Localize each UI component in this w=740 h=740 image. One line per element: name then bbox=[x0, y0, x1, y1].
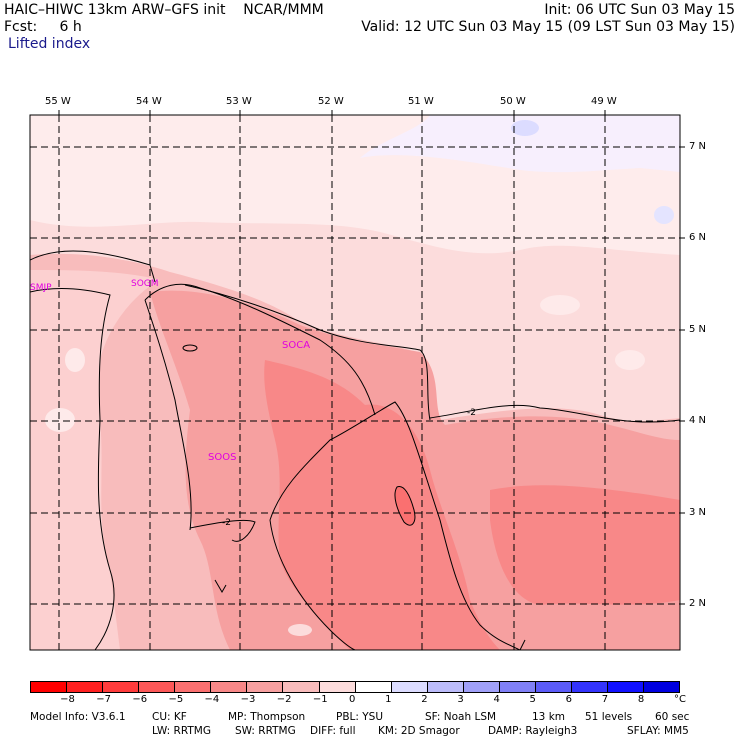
colorbar-tick-label: −4 bbox=[204, 694, 220, 705]
lon-label-55w: 55 W bbox=[45, 96, 71, 107]
station-soca: SOCA bbox=[282, 340, 311, 351]
colorbar-tick-label: 3 bbox=[457, 694, 464, 705]
colorbar-swatch bbox=[462, 682, 499, 692]
colorbar-swatch bbox=[282, 682, 319, 692]
colorbar-tick-label: −2 bbox=[276, 694, 292, 705]
contour-label: -2 bbox=[467, 408, 476, 418]
footer-sflay: SFLAY: MM5 bbox=[627, 725, 689, 737]
colorbar-tick-label: −1 bbox=[312, 694, 328, 705]
lon-label-53w: 53 W bbox=[226, 96, 252, 107]
colorbar-swatch bbox=[643, 682, 680, 692]
footer-mp: MP: Thompson bbox=[228, 711, 306, 723]
station-smjp: SMJP bbox=[30, 283, 52, 293]
colorbar-tick-label: −5 bbox=[168, 694, 184, 705]
colorbar-swatch bbox=[138, 682, 175, 692]
lon-label-52w: 52 W bbox=[318, 96, 344, 107]
colorbar-swatch bbox=[174, 682, 211, 692]
contour-label: -2 bbox=[222, 518, 231, 528]
colorbar-swatch bbox=[534, 682, 571, 692]
colorbar-tick-label: −6 bbox=[132, 694, 148, 705]
footer-levels: 51 levels bbox=[585, 711, 633, 723]
colorbar-swatch bbox=[102, 682, 139, 692]
footer-sf: SF: Noah LSM bbox=[425, 711, 497, 723]
valid-time: Valid: 12 UTC Sun 03 May 15 (09 LST Sun … bbox=[361, 19, 735, 35]
lat-label-2n: 2 N bbox=[689, 598, 707, 609]
colorbar-swatch bbox=[210, 682, 247, 692]
footer-diff: DIFF: full bbox=[310, 725, 356, 737]
colorbar-swatch bbox=[570, 682, 607, 692]
forecast-hour: Fcst: 6 h bbox=[4, 19, 82, 35]
lat-label-3n: 3 N bbox=[689, 507, 707, 518]
init-time: Init: 06 UTC Sun 03 May 15 bbox=[544, 2, 735, 18]
colorbar-tick-label: −8 bbox=[60, 694, 75, 705]
colorbar-tick-label: 1 bbox=[385, 694, 392, 705]
colorbar-swatch bbox=[426, 682, 463, 692]
lat-label-4n: 4 N bbox=[689, 415, 707, 426]
model-title: HAIC–HIWC 13km ARW–GFS init NCAR/MMM bbox=[4, 2, 324, 18]
lon-label-49w: 49 W bbox=[591, 96, 617, 107]
lon-label-51w: 51 W bbox=[408, 96, 434, 107]
colorbar-tick-label: 0 bbox=[349, 694, 356, 705]
colorbar-ticks: −8 −7 −6 −5 −4 −3 −2 −1 0 1 2 3 4 5 6 7 8 bbox=[0, 695, 740, 709]
colorbar-tick-label: 7 bbox=[601, 694, 609, 705]
colorbar-tick-label: 5 bbox=[529, 694, 536, 705]
lat-label-7n: 7 N bbox=[689, 141, 707, 152]
footer-timestep: 60 sec bbox=[655, 711, 690, 723]
station-sogm: SOGM bbox=[131, 279, 159, 289]
lon-label-50w: 50 W bbox=[500, 96, 526, 107]
colorbar-swatch bbox=[607, 682, 644, 692]
colorbar-swatch bbox=[390, 682, 427, 692]
colorbar bbox=[30, 681, 680, 693]
lon-label-54w: 54 W bbox=[136, 96, 162, 107]
colorbar-tick-label: 2 bbox=[421, 694, 428, 705]
field-name: Lifted index bbox=[8, 36, 91, 52]
footer-km: KM: 2D Smagor bbox=[378, 725, 460, 737]
colorbar-tick-label: −7 bbox=[96, 694, 111, 705]
footer-model-info: Model Info: V3.6.1 bbox=[30, 711, 126, 723]
graticule bbox=[30, 115, 680, 650]
colorbar-swatch bbox=[246, 682, 283, 692]
colorbar-tick-label: −3 bbox=[240, 694, 256, 705]
footer-res: 13 km bbox=[532, 711, 566, 723]
colorbar-swatch bbox=[31, 682, 67, 692]
footer-damp: DAMP: Rayleigh3 bbox=[488, 725, 578, 737]
colorbar-swatch bbox=[498, 682, 535, 692]
footer-cu: CU: KF bbox=[152, 711, 187, 723]
lat-label-5n: 5 N bbox=[689, 324, 707, 335]
colorbar-swatch bbox=[354, 682, 391, 692]
lat-label-6n: 6 N bbox=[689, 232, 707, 243]
map-frame bbox=[29, 114, 681, 651]
colorbar-tick-label: 4 bbox=[493, 694, 500, 705]
station-soos: SOOS bbox=[208, 452, 237, 463]
footer-sw: SW: RRTMG bbox=[235, 725, 296, 737]
footer-lw: LW: RRTMG bbox=[152, 725, 211, 737]
colorbar-swatch bbox=[66, 682, 103, 692]
colorbar-swatch bbox=[318, 682, 355, 692]
colorbar-unit: °C bbox=[674, 694, 686, 705]
colorbar-tick-label: 8 bbox=[637, 694, 645, 705]
colorbar-tick-label: 6 bbox=[565, 694, 573, 705]
footer-pbl: PBL: YSU bbox=[336, 711, 384, 723]
